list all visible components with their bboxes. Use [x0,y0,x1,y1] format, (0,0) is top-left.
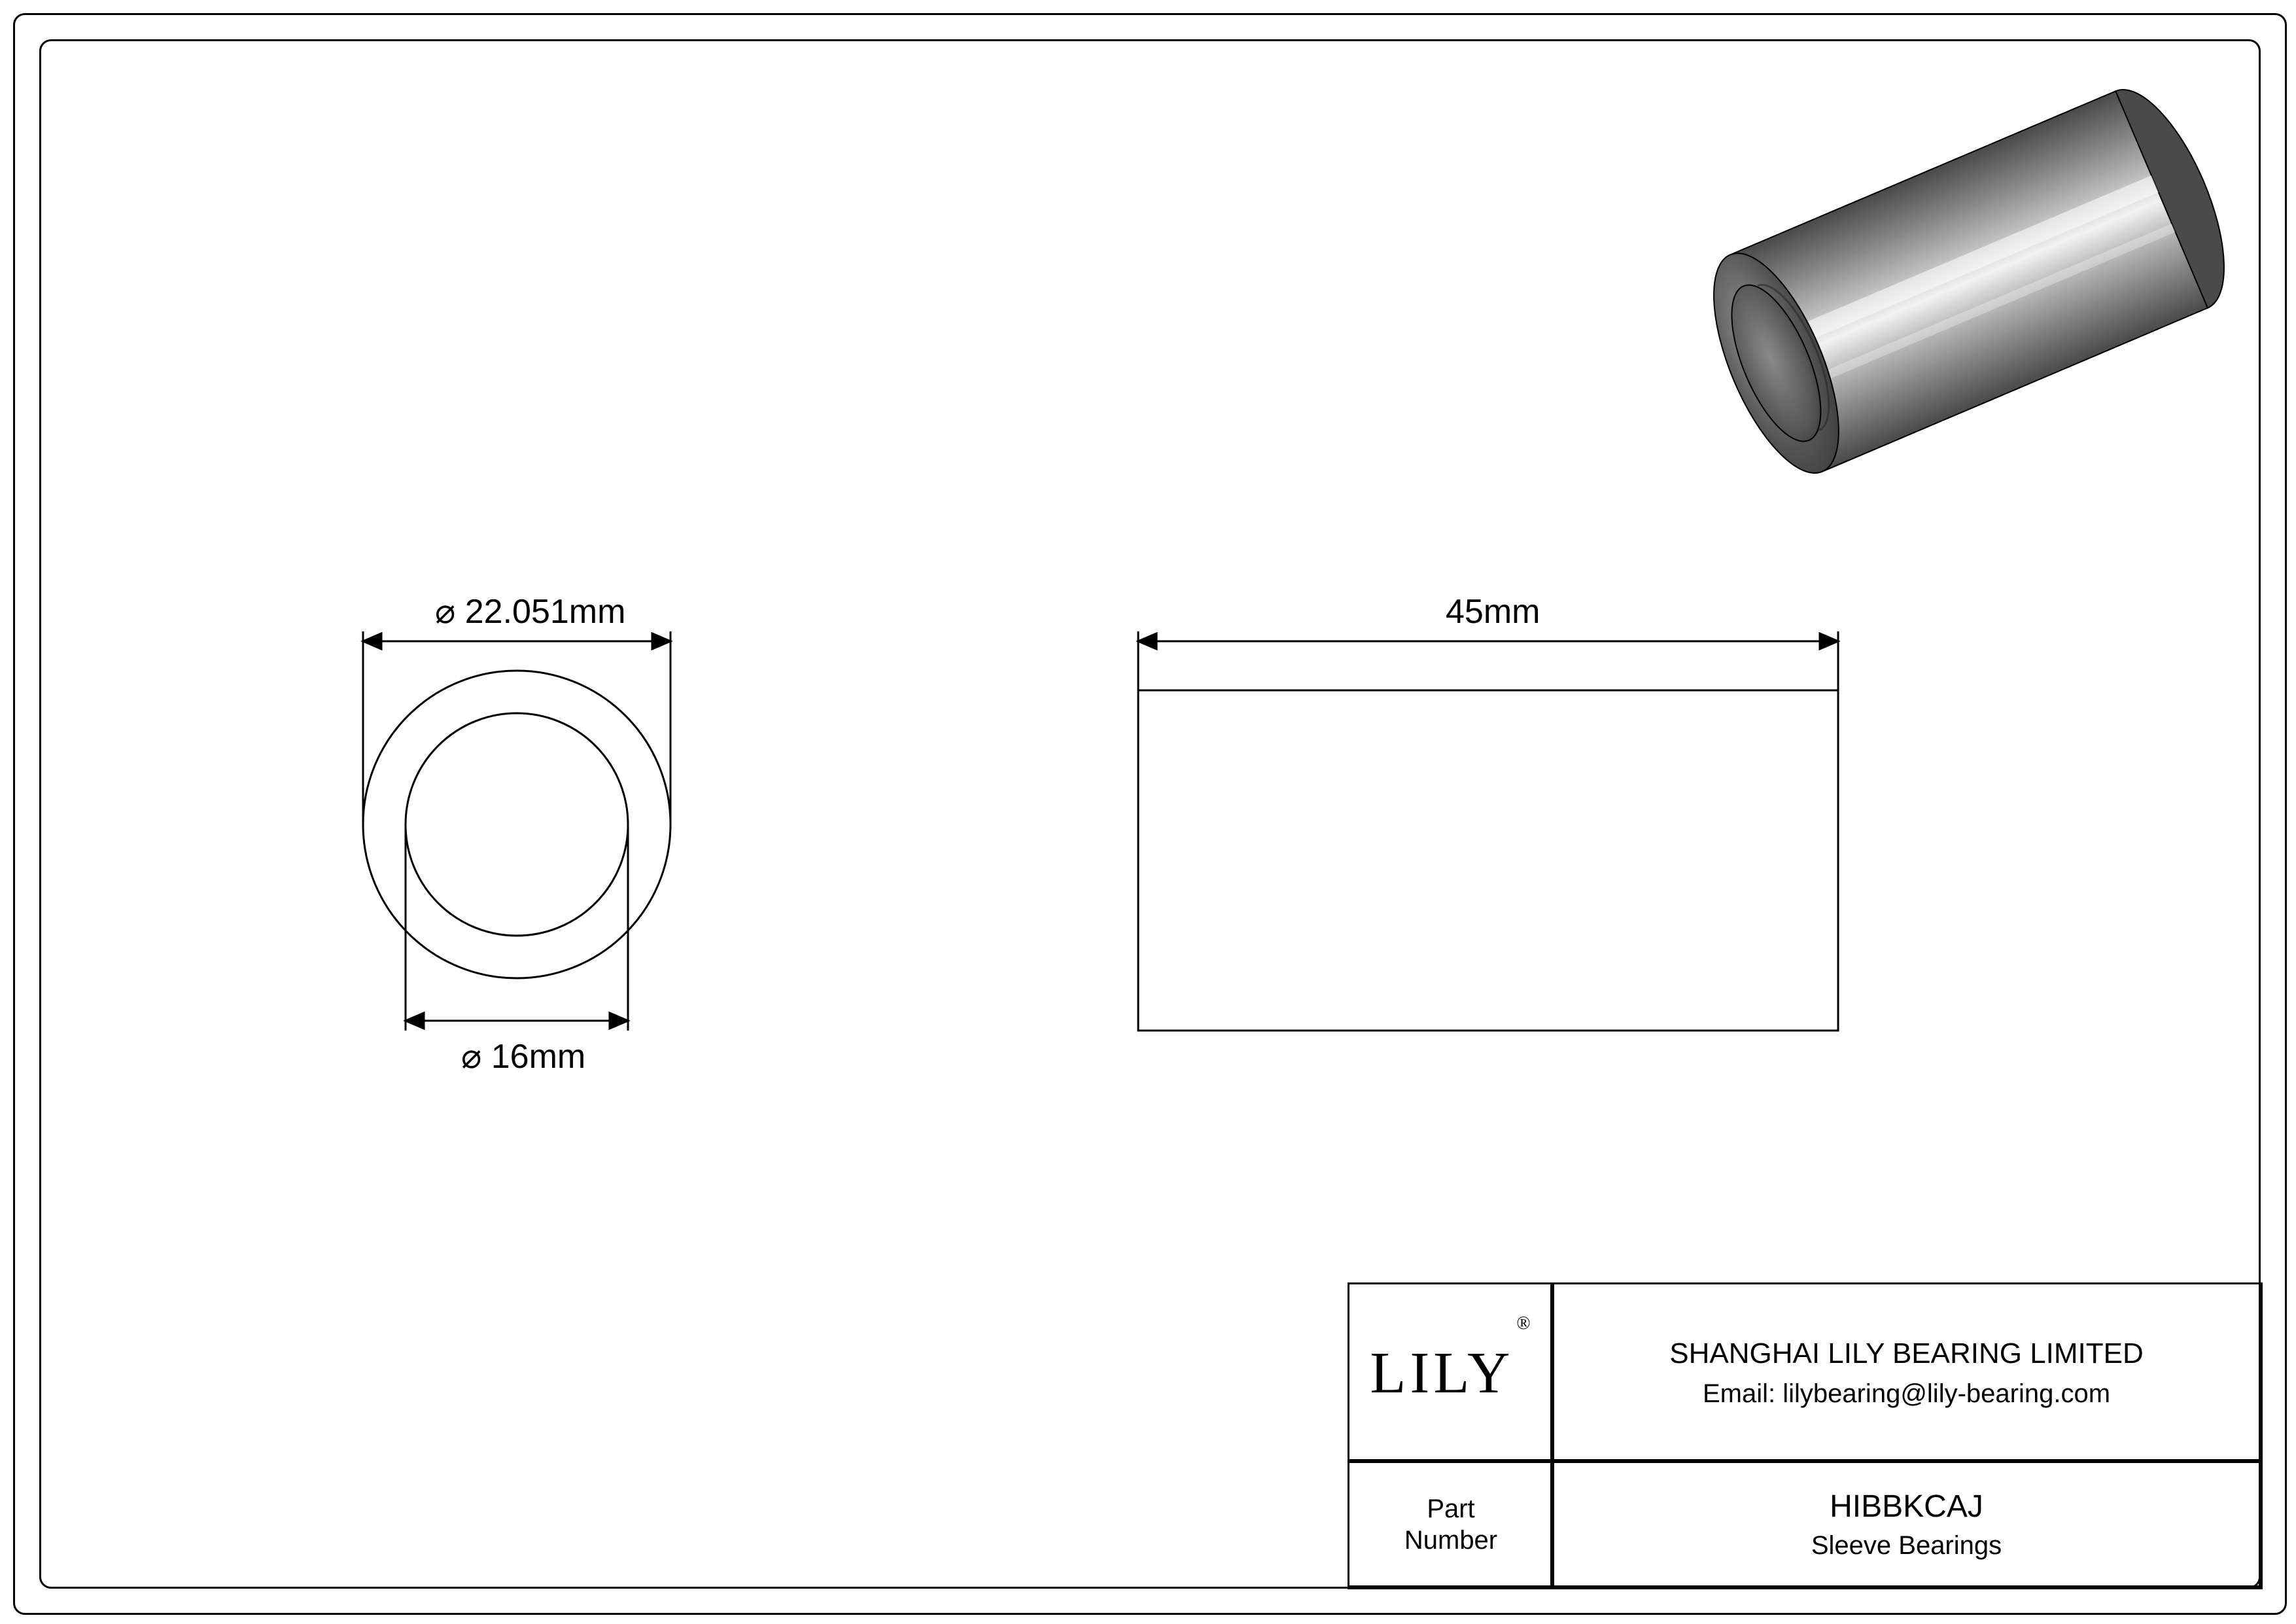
inner-diameter-label: ⌀ 16mm [461,1037,585,1076]
side-view [1138,690,1838,1031]
logo-text: LILY® [1370,1339,1531,1407]
part-number-label-2: Number [1404,1525,1497,1556]
dim-length [1138,631,1838,690]
length-label: 45mm [1446,592,1540,631]
part-number-label-1: Part [1427,1493,1474,1525]
registered-icon: ® [1516,1313,1534,1333]
part-number-description: Sleeve Bearings [1811,1531,2002,1561]
company-name: SHANGHAI LILY BEARING LIMITED [1669,1337,2144,1370]
logo-cell: LILY® [1348,1282,1554,1463]
front-view [363,671,670,978]
part-number-value: HIBBKCAJ [1830,1489,1983,1525]
part-number-label-cell: Part Number [1348,1459,1554,1589]
title-block: LILY® SHANGHAI LILY BEARING LIMITED Emai… [1348,1282,2261,1587]
outer-diameter-label: ⌀ 22.051mm [435,592,625,631]
company-email: Email: lilybearing@lily-bearing.com [1703,1379,2110,1409]
company-cell: SHANGHAI LILY BEARING LIMITED Email: lil… [1550,1282,2263,1463]
isometric-view [1688,73,2250,489]
logo-main: LILY [1370,1341,1514,1405]
part-number-value-cell: HIBBKCAJ Sleeve Bearings [1550,1459,2263,1589]
